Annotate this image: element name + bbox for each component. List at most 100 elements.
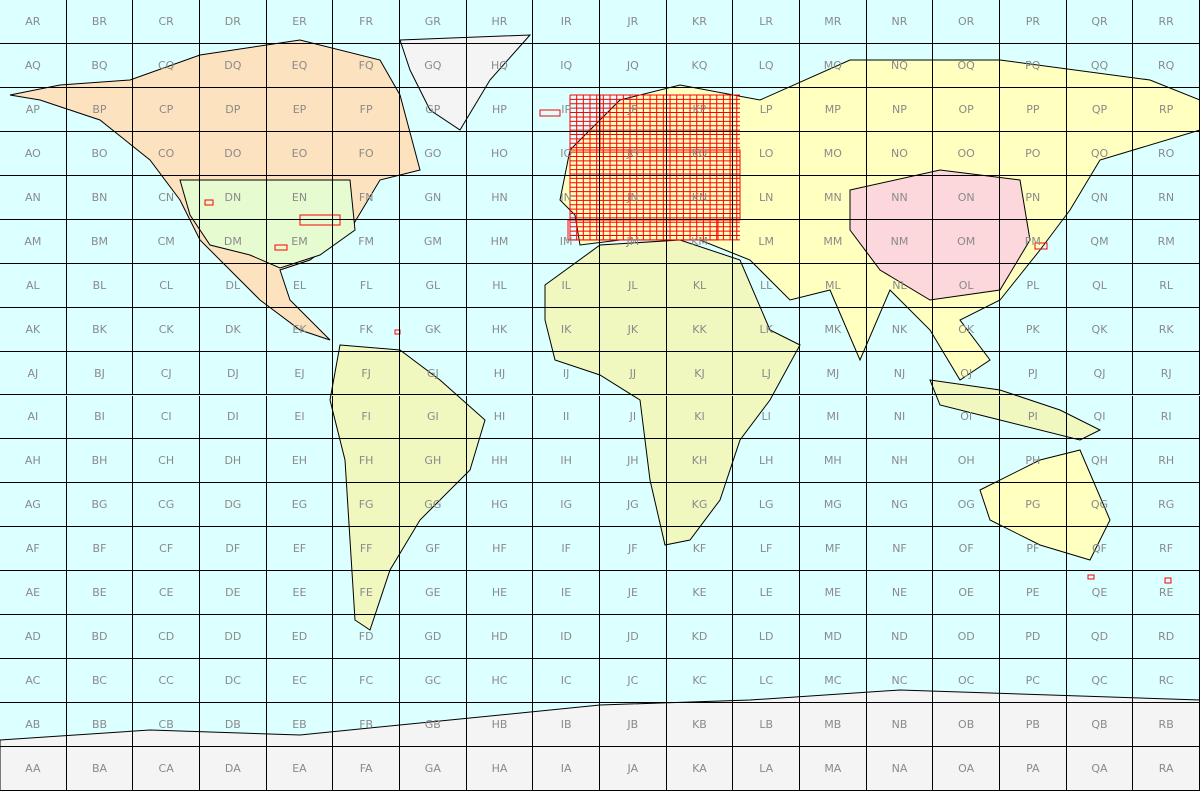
- grid-square[interactable]: QB: [1066, 703, 1134, 748]
- grid-square[interactable]: DL: [200, 263, 267, 308]
- grid-square[interactable]: FL: [333, 263, 400, 308]
- grid-square[interactable]: AM: [0, 219, 67, 264]
- grid-square[interactable]: AF: [0, 527, 67, 572]
- grid-square[interactable]: HB: [466, 703, 534, 748]
- grid-square[interactable]: FM: [333, 219, 400, 264]
- grid-square[interactable]: CC: [133, 659, 200, 704]
- grid-square[interactable]: ML: [800, 263, 867, 308]
- grid-square[interactable]: NH: [866, 439, 934, 484]
- grid-square[interactable]: QR: [1066, 0, 1134, 44]
- grid-square[interactable]: CG: [133, 483, 200, 528]
- grid-square[interactable]: RO: [1133, 131, 1200, 176]
- grid-square[interactable]: AK: [0, 307, 67, 352]
- grid-square[interactable]: KD: [666, 615, 734, 660]
- grid-square[interactable]: AA: [0, 747, 67, 791]
- grid-square[interactable]: PO: [1000, 131, 1067, 176]
- grid-square[interactable]: FI: [333, 395, 400, 440]
- grid-square[interactable]: DK: [200, 307, 267, 352]
- grid-square[interactable]: ER: [266, 0, 334, 44]
- grid-square[interactable]: CH: [133, 439, 200, 484]
- grid-square[interactable]: JL: [600, 263, 667, 308]
- grid-square[interactable]: BQ: [66, 43, 134, 88]
- grid-square[interactable]: PD: [1000, 615, 1067, 660]
- grid-square[interactable]: DR: [200, 0, 267, 44]
- grid-square[interactable]: GJ: [400, 351, 467, 396]
- grid-square[interactable]: CR: [133, 0, 200, 44]
- grid-square[interactable]: CO: [133, 131, 200, 176]
- grid-square[interactable]: EB: [266, 703, 334, 748]
- grid-square[interactable]: BA: [66, 747, 134, 791]
- grid-square[interactable]: JF: [600, 527, 667, 572]
- grid-square[interactable]: BE: [66, 571, 134, 616]
- grid-square[interactable]: CD: [133, 615, 200, 660]
- grid-square[interactable]: MB: [800, 703, 867, 748]
- grid-square[interactable]: JA: [600, 747, 667, 791]
- grid-square[interactable]: FO: [333, 131, 400, 176]
- grid-square[interactable]: PQ: [1000, 43, 1067, 88]
- grid-square[interactable]: NG: [866, 483, 934, 528]
- grid-square[interactable]: QQ: [1066, 43, 1134, 88]
- grid-square[interactable]: EP: [266, 87, 334, 132]
- grid-square[interactable]: QI: [1066, 395, 1134, 440]
- grid-square[interactable]: BK: [66, 307, 134, 352]
- grid-square[interactable]: GE: [400, 571, 467, 616]
- grid-square[interactable]: GI: [400, 395, 467, 440]
- grid-square[interactable]: MP: [800, 87, 867, 132]
- grid-square[interactable]: MK: [800, 307, 867, 352]
- grid-square[interactable]: IC: [533, 659, 600, 704]
- grid-square[interactable]: BL: [66, 263, 134, 308]
- grid-square[interactable]: RG: [1133, 483, 1200, 528]
- grid-square[interactable]: FN: [333, 175, 400, 220]
- grid-square[interactable]: HK: [466, 307, 534, 352]
- grid-square[interactable]: NJ: [866, 351, 934, 396]
- grid-square[interactable]: KB: [666, 703, 734, 748]
- grid-square[interactable]: QH: [1066, 439, 1134, 484]
- grid-square[interactable]: JP: [600, 87, 667, 132]
- grid-square[interactable]: MH: [800, 439, 867, 484]
- grid-square[interactable]: LH: [733, 439, 800, 484]
- grid-square[interactable]: JD: [600, 615, 667, 660]
- grid-square[interactable]: PC: [1000, 659, 1067, 704]
- grid-square[interactable]: LR: [733, 0, 800, 44]
- grid-square[interactable]: GP: [400, 87, 467, 132]
- grid-square[interactable]: NM: [866, 219, 934, 264]
- grid-square[interactable]: JK: [600, 307, 667, 352]
- grid-square[interactable]: HH: [466, 439, 534, 484]
- grid-square[interactable]: FB: [333, 703, 400, 748]
- grid-square[interactable]: RP: [1133, 87, 1200, 132]
- grid-square[interactable]: AD: [0, 615, 67, 660]
- grid-square[interactable]: RH: [1133, 439, 1200, 484]
- grid-square[interactable]: HQ: [466, 43, 534, 88]
- grid-square[interactable]: IR: [533, 0, 600, 44]
- grid-square[interactable]: EJ: [266, 351, 334, 396]
- grid-square[interactable]: IN: [533, 175, 600, 220]
- grid-square[interactable]: JI: [600, 395, 667, 440]
- grid-square[interactable]: BR: [66, 0, 134, 44]
- grid-square[interactable]: PM: [1000, 219, 1067, 264]
- grid-square[interactable]: FQ: [333, 43, 400, 88]
- grid-square[interactable]: OH: [933, 439, 1000, 484]
- grid-square[interactable]: EL: [266, 263, 334, 308]
- grid-square[interactable]: QO: [1066, 131, 1134, 176]
- grid-square[interactable]: II: [533, 395, 600, 440]
- grid-square[interactable]: BD: [66, 615, 134, 660]
- grid-square[interactable]: HP: [466, 87, 534, 132]
- grid-square[interactable]: GK: [400, 307, 467, 352]
- grid-square[interactable]: FP: [333, 87, 400, 132]
- grid-square[interactable]: IE: [533, 571, 600, 616]
- grid-square[interactable]: DE: [200, 571, 267, 616]
- grid-square[interactable]: QL: [1066, 263, 1134, 308]
- grid-square[interactable]: OR: [933, 0, 1000, 44]
- grid-square[interactable]: DA: [200, 747, 267, 791]
- grid-square[interactable]: KP: [666, 87, 734, 132]
- grid-square[interactable]: OF: [933, 527, 1000, 572]
- grid-square[interactable]: EQ: [266, 43, 334, 88]
- grid-square[interactable]: AJ: [0, 351, 67, 396]
- grid-square[interactable]: RR: [1133, 0, 1200, 44]
- grid-square[interactable]: KF: [666, 527, 734, 572]
- grid-square[interactable]: AH: [0, 439, 67, 484]
- grid-square[interactable]: PA: [1000, 747, 1067, 791]
- grid-square[interactable]: BH: [66, 439, 134, 484]
- grid-square[interactable]: DC: [200, 659, 267, 704]
- grid-square[interactable]: QJ: [1066, 351, 1134, 396]
